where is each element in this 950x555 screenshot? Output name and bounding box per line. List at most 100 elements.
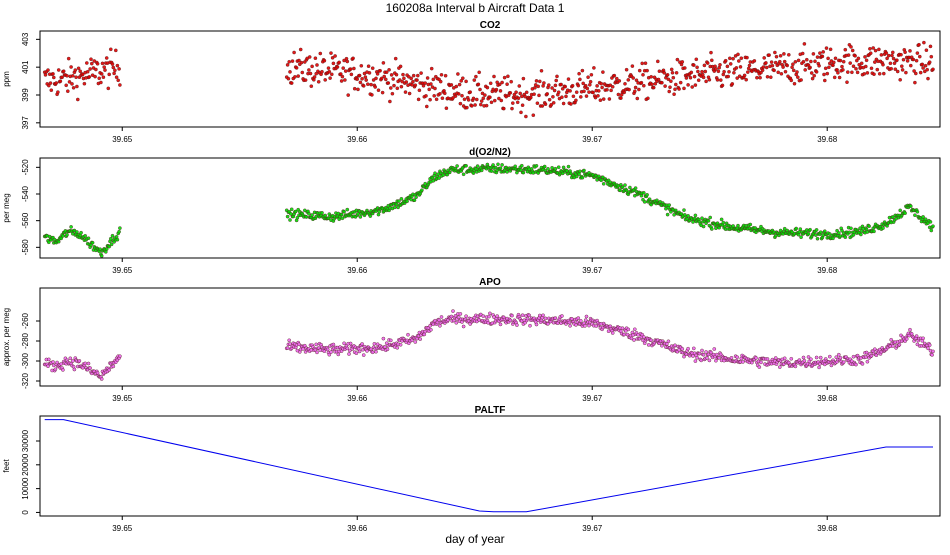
data-point (767, 53, 771, 57)
data-point (849, 226, 853, 231)
data-point (479, 99, 484, 103)
data-point (99, 72, 104, 76)
data-point (336, 352, 341, 357)
data-point (46, 68, 50, 72)
data-point (327, 352, 332, 357)
data-point (546, 166, 550, 171)
data-point (853, 54, 857, 58)
data-point (707, 358, 712, 363)
data-point (848, 61, 853, 65)
x-tick-label: 39.65 (112, 394, 133, 403)
data-point (417, 88, 422, 93)
data-point (646, 96, 650, 101)
y-tick-label: 30000 (21, 429, 30, 452)
data-point (705, 61, 710, 65)
data-point (109, 236, 113, 241)
data-point (808, 227, 812, 232)
data-point (814, 355, 819, 360)
data-point (75, 84, 79, 89)
data-point (118, 226, 122, 230)
data-point (330, 56, 335, 60)
data-point (682, 86, 686, 91)
data-point (106, 86, 111, 91)
data-point (399, 196, 404, 201)
data-point (346, 93, 351, 97)
data-point (64, 83, 68, 88)
data-point (109, 242, 114, 247)
data-point (700, 69, 704, 74)
data-point (909, 204, 913, 208)
figure-title: 160208a Interval b Aircraft Data 1 (386, 1, 565, 15)
data-point (703, 69, 708, 74)
data-point (605, 88, 609, 92)
data-point (746, 70, 750, 74)
data-point (110, 233, 115, 238)
data-point (376, 88, 381, 92)
data-point (620, 326, 625, 331)
data-point (837, 75, 842, 80)
data-point (608, 324, 613, 329)
data-point (674, 71, 679, 75)
data-point (578, 77, 582, 82)
data-point (115, 237, 120, 242)
data-point (372, 341, 377, 346)
data-point (421, 84, 426, 88)
data-point (580, 68, 585, 73)
data-point (447, 170, 452, 175)
data-point (717, 355, 722, 360)
data-point (531, 113, 536, 117)
data-point (888, 61, 893, 66)
data-point (653, 82, 658, 86)
data-point (642, 335, 646, 339)
data-point (781, 65, 785, 69)
data-point (529, 95, 533, 100)
data-point (623, 82, 627, 86)
data-point (520, 313, 525, 318)
data-point (527, 313, 532, 318)
data-point (576, 316, 581, 320)
data-point (310, 213, 314, 217)
data-point (423, 81, 428, 85)
data-point (355, 77, 360, 81)
data-point (569, 102, 573, 106)
data-point (892, 61, 897, 66)
data-point (612, 73, 617, 78)
data-point (774, 54, 779, 59)
data-point (382, 74, 387, 79)
data-point (60, 75, 64, 80)
data-point (500, 80, 504, 85)
data-point (678, 80, 683, 85)
data-point (415, 78, 419, 82)
data-point (339, 79, 344, 83)
data-point (429, 82, 433, 86)
data-point (492, 74, 496, 79)
data-point (583, 83, 588, 88)
data-point (315, 63, 319, 67)
data-point (615, 76, 619, 81)
data-point (823, 66, 828, 71)
data-point (583, 318, 588, 322)
data-point (923, 63, 928, 68)
data-point (397, 199, 401, 203)
data-point (930, 353, 934, 357)
data-point (59, 236, 64, 241)
data-point (592, 66, 596, 70)
data-point (814, 70, 819, 74)
data-point (292, 50, 296, 55)
data-point (385, 347, 390, 352)
data-point (684, 76, 689, 80)
data-point (461, 324, 466, 329)
data-point (579, 95, 583, 99)
data-point (483, 93, 487, 97)
data-point (290, 59, 295, 63)
data-point (818, 51, 822, 55)
data-point (343, 78, 347, 82)
data-point (442, 91, 447, 96)
data-point (491, 163, 495, 167)
data-point (929, 54, 934, 59)
data-point (61, 69, 66, 73)
data-point (285, 63, 290, 67)
y-tick-label: -560 (21, 212, 30, 229)
data-point (714, 67, 718, 71)
data-point (80, 72, 85, 77)
